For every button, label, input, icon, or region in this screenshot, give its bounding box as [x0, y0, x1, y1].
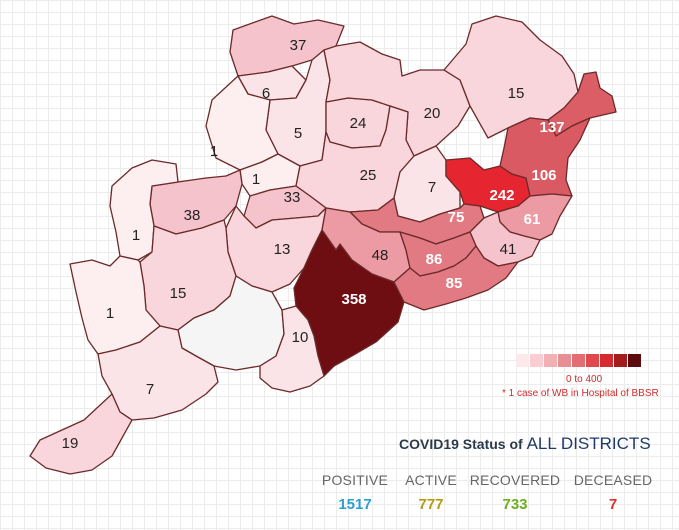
stat-active-label: ACTIVE	[405, 472, 457, 488]
district-count-label: 1	[132, 227, 140, 244]
district-count-label: 48	[372, 247, 389, 264]
district-region[interactable]	[69, 255, 161, 355]
district-count-label: 7	[146, 381, 154, 398]
district-count-label: 41	[500, 241, 517, 258]
legend-footnote: * 1 case of WB in Hospital of BBSR	[502, 388, 659, 399]
status-scope: ALL DISTRICTS	[526, 434, 651, 453]
legend-swatch	[544, 354, 557, 367]
district-region[interactable]	[109, 159, 179, 261]
district-count-label: 85	[446, 275, 463, 292]
stat-deceased: DECEASED 7	[570, 472, 656, 513]
district-count-label: 61	[524, 211, 541, 228]
district-count-label: 5	[294, 125, 302, 142]
legend-swatch	[586, 354, 599, 367]
district-count-label: 6	[262, 85, 270, 102]
district-count-label: 20	[424, 105, 441, 122]
district-region[interactable]	[393, 245, 519, 311]
stat-active-value: 777	[418, 496, 444, 513]
district-count-label: 13	[274, 241, 291, 258]
district-count-label: 1	[252, 171, 260, 188]
district-count-label: 1	[210, 143, 218, 160]
district-count-label: 19	[62, 435, 79, 452]
legend-swatch	[572, 354, 585, 367]
color-scale-legend	[516, 354, 642, 367]
legend-swatch	[628, 354, 641, 367]
legend-swatch	[614, 354, 627, 367]
stat-active: ACTIVE 777	[400, 472, 462, 513]
district-count-label: 24	[350, 115, 367, 132]
district-count-label: 10	[292, 329, 309, 346]
district-count-label: 25	[360, 167, 377, 184]
stat-recovered-label: RECOVERED	[469, 472, 561, 488]
district-count-label: 33	[284, 189, 301, 206]
stat-deceased-value: 7	[608, 496, 618, 513]
district-count-label: 15	[170, 285, 187, 302]
stat-recovered-value: 733	[502, 496, 528, 513]
district-count-label: 7	[428, 179, 436, 196]
district-count-label: 75	[448, 209, 465, 226]
district-count-label: 242	[489, 187, 514, 204]
district-count-label: 1	[106, 305, 114, 322]
status-title-prefix: COVID19 Status of	[399, 436, 523, 452]
district-count-label: 37	[290, 37, 307, 54]
stat-recovered: RECOVERED 733	[468, 472, 562, 513]
legend-swatch	[558, 354, 571, 367]
status-title: COVID19 Status of ALL DISTRICTS	[399, 434, 651, 454]
district-count-label: 137	[539, 119, 564, 136]
district-count-label: 15	[508, 85, 525, 102]
district-count-label: 358	[341, 291, 366, 308]
district-count-label: 106	[531, 167, 556, 184]
district-region[interactable]	[259, 305, 325, 393]
legend-swatch	[516, 354, 529, 367]
legend-swatch	[600, 354, 613, 367]
stat-deceased-label: DECEASED	[573, 472, 653, 488]
district-count-label: 38	[184, 207, 201, 224]
legend-swatch	[530, 354, 543, 367]
stat-positive: POSITIVE 1517	[318, 472, 392, 513]
stat-positive-value: 1517	[338, 496, 372, 513]
district-count-label: 86	[426, 251, 443, 268]
legend-range-label: 0 to 400	[566, 374, 603, 385]
stat-positive-label: POSITIVE	[321, 472, 389, 488]
district-region[interactable]	[29, 393, 133, 475]
